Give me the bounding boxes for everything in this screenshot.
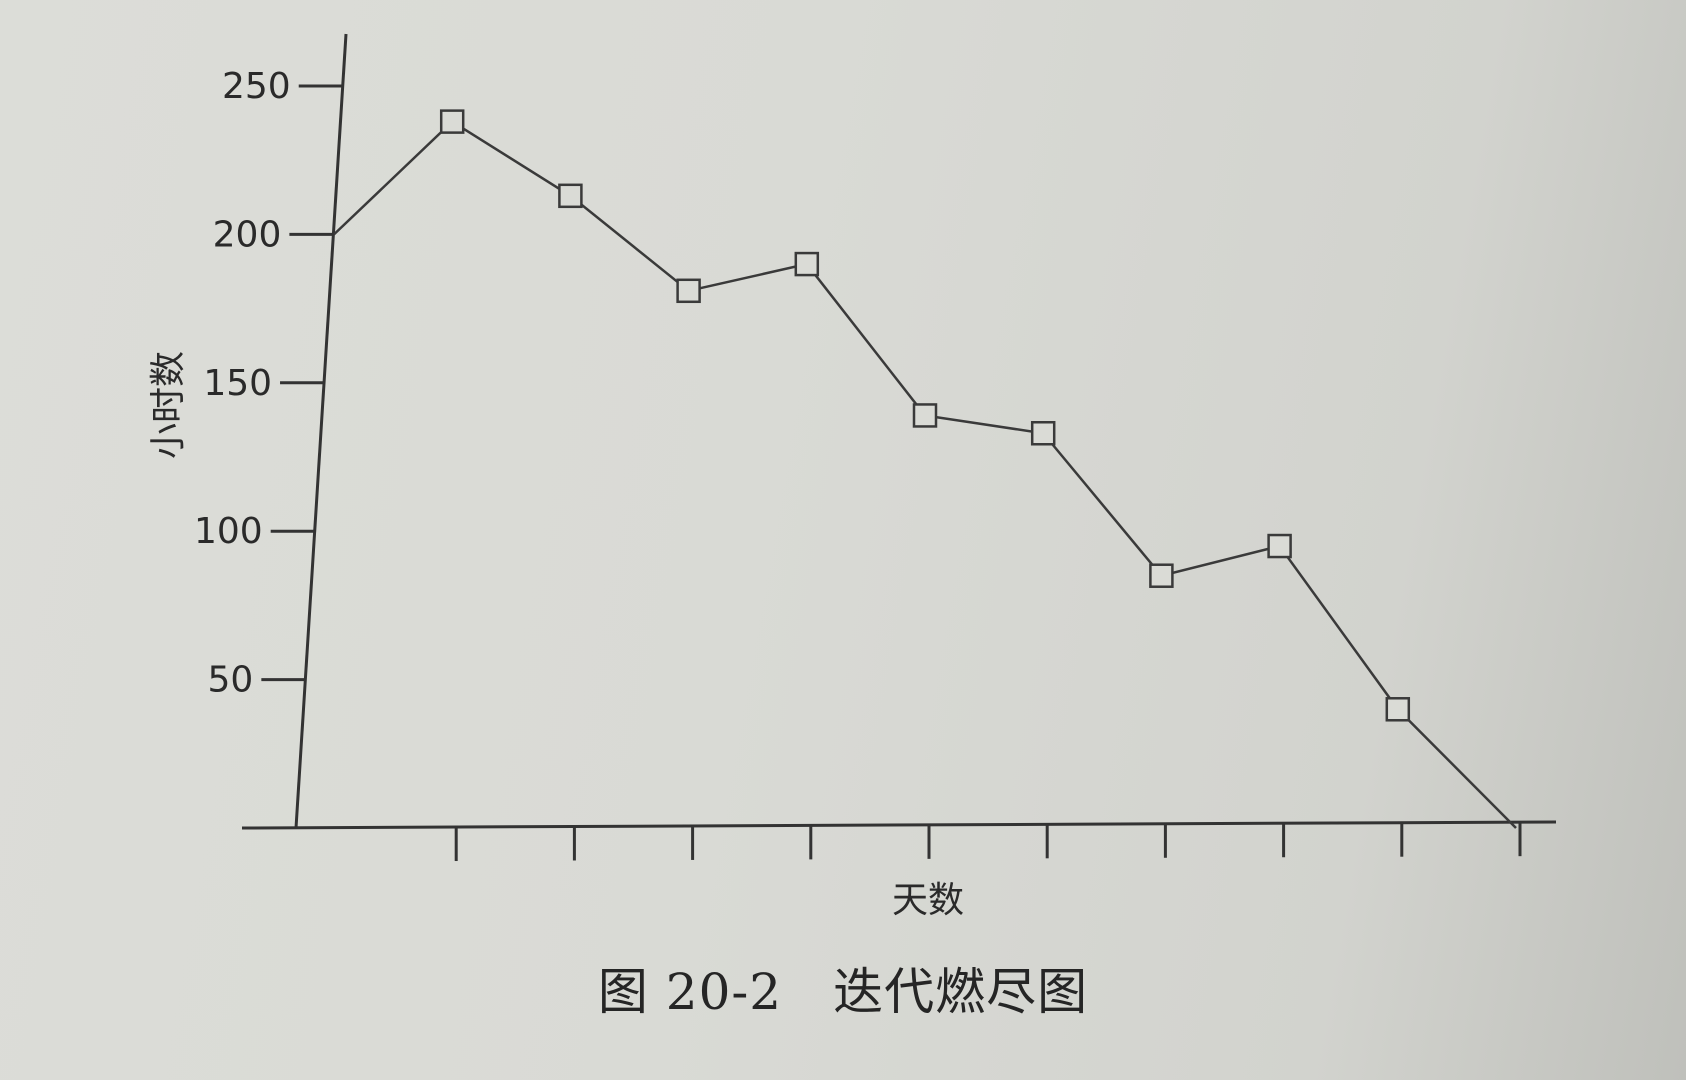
- data-point-marker: [794, 251, 820, 277]
- y-ticks: 50 100 150 200 250: [194, 66, 343, 701]
- data-point-marker: [1385, 697, 1411, 722]
- data-point-marker: [558, 183, 583, 209]
- data-point-marker: [439, 109, 465, 134]
- y-tick-label: 250: [222, 66, 291, 107]
- y-tick-label: 50: [208, 660, 254, 701]
- x-axis-label: 天数: [892, 880, 964, 921]
- data-point-marker: [912, 403, 938, 428]
- data-point-marker: [1149, 563, 1174, 588]
- y-tick-label: 100: [194, 511, 263, 552]
- series-line: [333, 120, 1517, 829]
- y-tick-label: 150: [203, 363, 272, 404]
- y-axis-line: [294, 33, 348, 829]
- data-point-marker: [676, 278, 701, 304]
- y-axis-label: 小时数: [148, 351, 189, 459]
- data-point-marker: [1267, 533, 1292, 559]
- figure-caption: 图 20-2 迭代燃尽图: [597, 963, 1089, 1021]
- series-line-group: [333, 120, 1517, 829]
- y-tick-label: 200: [213, 214, 282, 255]
- markers-group: [439, 109, 1411, 722]
- data-point-marker: [1030, 421, 1056, 446]
- chart-axes: [241, 33, 1557, 830]
- x-axis-line: [241, 820, 1557, 830]
- x-ticks: [454, 822, 1522, 862]
